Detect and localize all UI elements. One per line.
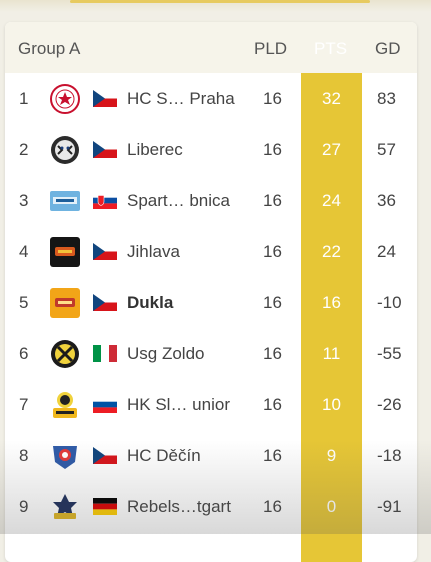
table-row[interactable]: 2 Liberec 16 27 57	[5, 124, 417, 175]
dukla-logo-icon	[50, 237, 80, 267]
points: 24	[322, 191, 341, 210]
lion-logo-icon	[53, 446, 77, 469]
flag-sk-icon	[93, 192, 117, 209]
tiger-logo-icon	[51, 136, 79, 164]
points: 16	[322, 293, 341, 312]
flag-cz-icon	[93, 90, 117, 107]
slavia-crest-icon	[50, 84, 80, 114]
games-played: 16	[263, 140, 282, 159]
team-name[interactable]: Rebels…tgart	[127, 497, 231, 516]
team-name[interactable]: Spart… bnica	[127, 191, 230, 210]
goal-difference: -91	[377, 497, 402, 516]
top-strip	[0, 0, 431, 12]
points: 32	[322, 89, 341, 108]
table-row[interactable]: 8 HC Děčín 16 9 -18	[5, 430, 417, 481]
table-row[interactable]: 9 Rebels…tgart 16 0 -91	[5, 481, 417, 532]
rank: 8	[19, 446, 29, 465]
rank: 1	[19, 89, 29, 108]
standings-table: Group A PLD PTS GD 1 HC S… Praha 16 32 8…	[5, 22, 417, 562]
table-row[interactable]: 7 HK Sl… unior 16 10 -26	[5, 379, 417, 430]
top-accent-bar	[70, 0, 370, 3]
header-pld[interactable]: PLD	[254, 39, 288, 58]
table-row[interactable]: 4 Jihlava 16 22 24	[5, 226, 417, 277]
rank: 6	[19, 344, 29, 363]
goal-difference: -26	[377, 395, 402, 414]
flag-de-icon	[93, 498, 117, 515]
rank: 4	[19, 242, 29, 261]
rank: 5	[19, 293, 29, 312]
games-played: 16	[263, 242, 282, 261]
team-name[interactable]: HC S… Praha	[127, 89, 235, 108]
goal-difference: -55	[377, 344, 402, 363]
games-played: 16	[263, 344, 282, 363]
points: 0	[326, 497, 337, 516]
mascot-logo-icon	[53, 392, 77, 418]
rank: 2	[19, 140, 29, 159]
flag-cz-icon	[93, 447, 117, 464]
games-played: 16	[263, 497, 282, 516]
points: 10	[322, 395, 341, 414]
points: 22	[322, 242, 341, 261]
goal-difference: 36	[377, 191, 396, 210]
spartak-logo-icon	[50, 191, 80, 211]
games-played: 16	[263, 191, 282, 210]
points: 27	[322, 140, 341, 159]
games-played: 16	[263, 395, 282, 414]
goal-difference: -10	[377, 293, 402, 312]
team-name[interactable]: Liberec	[127, 140, 183, 159]
zoldo-crest-icon	[51, 340, 79, 368]
games-played: 16	[263, 89, 282, 108]
goal-difference: 24	[377, 242, 396, 261]
rebels-logo-icon	[53, 494, 77, 519]
table-row[interactable]: 6 Usg Zoldo 16 11 -55	[5, 328, 417, 379]
flag-cz-icon	[93, 294, 117, 311]
team-name[interactable]: HC Děčín	[127, 446, 201, 465]
flag-cz-icon	[93, 141, 117, 158]
team-name[interactable]: Jihlava	[127, 242, 180, 261]
table-header: Group A PLD PTS GD	[5, 22, 417, 73]
header-pts[interactable]: PTS	[314, 39, 348, 58]
table-row[interactable]: 3 Spart… bnica 16 24 36	[5, 175, 417, 226]
team-name[interactable]: Usg Zoldo	[127, 344, 205, 363]
group-title: Group A	[18, 39, 81, 58]
goal-difference: 83	[377, 89, 396, 108]
goal-difference: -18	[377, 446, 402, 465]
dukla-orange-logo-icon	[50, 288, 80, 318]
rank: 9	[19, 497, 29, 516]
flag-si-icon	[93, 396, 117, 413]
team-name[interactable]: Dukla	[127, 293, 174, 312]
rank: 3	[19, 191, 29, 210]
team-name[interactable]: HK Sl… unior	[127, 395, 230, 414]
header-gd[interactable]: GD	[375, 39, 401, 58]
flag-cz-icon	[93, 243, 117, 260]
games-played: 16	[263, 446, 282, 465]
flag-it-icon	[93, 345, 117, 362]
goal-difference: 57	[377, 140, 396, 159]
rank: 7	[19, 395, 29, 414]
pts-column-highlight	[301, 22, 362, 562]
games-played: 16	[263, 293, 282, 312]
table-row[interactable]: 1 HC S… Praha 16 32 83	[5, 73, 417, 124]
points: 11	[322, 344, 341, 363]
table-row[interactable]: 5 Dukla 16 16 -10	[5, 277, 417, 328]
points: 9	[326, 446, 337, 465]
